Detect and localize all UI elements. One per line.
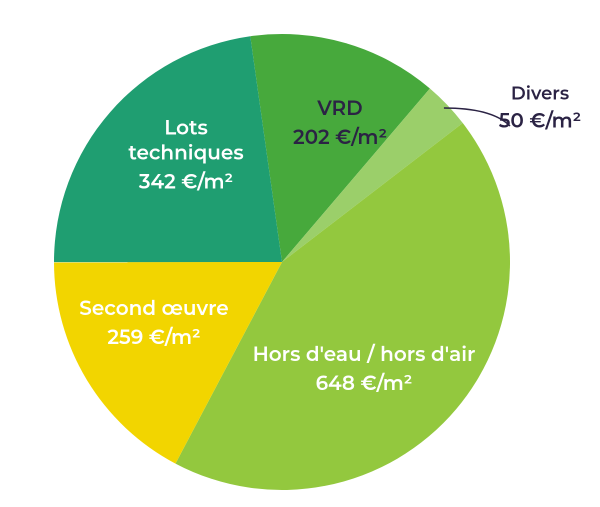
slice-lots_techniques xyxy=(54,36,282,262)
pie-svg xyxy=(0,0,600,507)
cost-pie-chart: VRD202 €/m²Divers50 €/m²Hors d'eau / hor… xyxy=(0,0,600,507)
